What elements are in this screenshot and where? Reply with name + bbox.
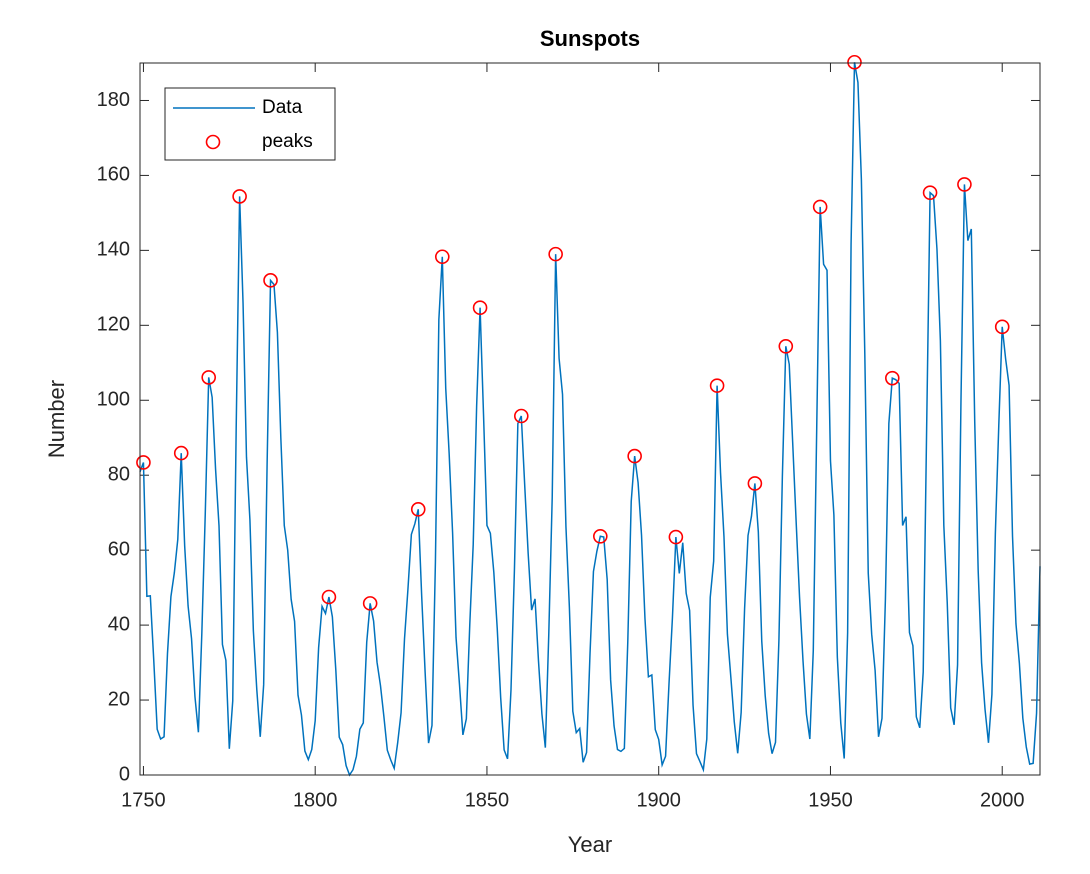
peak-marker: [884, 370, 900, 386]
x-tick-label: 1750: [121, 789, 166, 811]
peak-marker: [321, 589, 337, 605]
chart-title: Sunspots: [540, 26, 640, 51]
y-tick-label: 120: [97, 314, 130, 336]
y-tick-label: 180: [97, 89, 130, 111]
y-tick-label: 60: [108, 538, 130, 560]
y-tick-label: 160: [97, 164, 130, 186]
peak-marker: [434, 249, 450, 265]
peak-marker: [709, 378, 725, 393]
peak-marker: [472, 300, 488, 316]
y-tick-label: 0: [119, 763, 130, 785]
peak-marker: [136, 455, 151, 470]
data-line: [139, 62, 1041, 777]
peak-marker: [232, 189, 247, 204]
peak-marker: [778, 339, 794, 354]
peak-marker: [263, 273, 278, 288]
peak-marker: [812, 199, 828, 215]
y-tick-label: 100: [97, 389, 130, 411]
x-tick-label: 1800: [293, 789, 338, 811]
x-axis-label: Year: [568, 832, 612, 857]
peak-marker: [627, 448, 642, 464]
peak-marker: [847, 54, 862, 70]
peak-marker: [994, 319, 1010, 335]
y-tick-label: 80: [108, 463, 130, 485]
x-tick-label: 1850: [465, 789, 510, 811]
legend-label: peaks: [262, 131, 313, 152]
peak-marker: [362, 596, 378, 611]
peak-marker: [957, 177, 972, 192]
y-tick-label: 40: [108, 613, 130, 635]
x-tick-label: 2000: [980, 789, 1025, 811]
x-tick-label: 1950: [808, 789, 853, 811]
legend-box: [164, 87, 336, 161]
x-tick-label: 1900: [636, 789, 681, 811]
legend-marker: [205, 134, 221, 150]
legend-label: Data: [262, 97, 303, 118]
axes-box: [139, 62, 1041, 776]
y-tick-label: 20: [108, 688, 130, 710]
peak-marker: [513, 408, 529, 424]
peak-marker: [668, 529, 684, 545]
y-axis-label: Number: [44, 380, 69, 458]
peak-marker: [548, 246, 563, 262]
peak-marker: [201, 370, 217, 385]
peak-marker: [747, 476, 763, 491]
peak-marker: [922, 185, 938, 200]
peak-marker: [410, 502, 426, 517]
peak-marker: [593, 528, 608, 544]
y-tick-label: 140: [97, 239, 130, 261]
peak-marker: [173, 445, 189, 461]
